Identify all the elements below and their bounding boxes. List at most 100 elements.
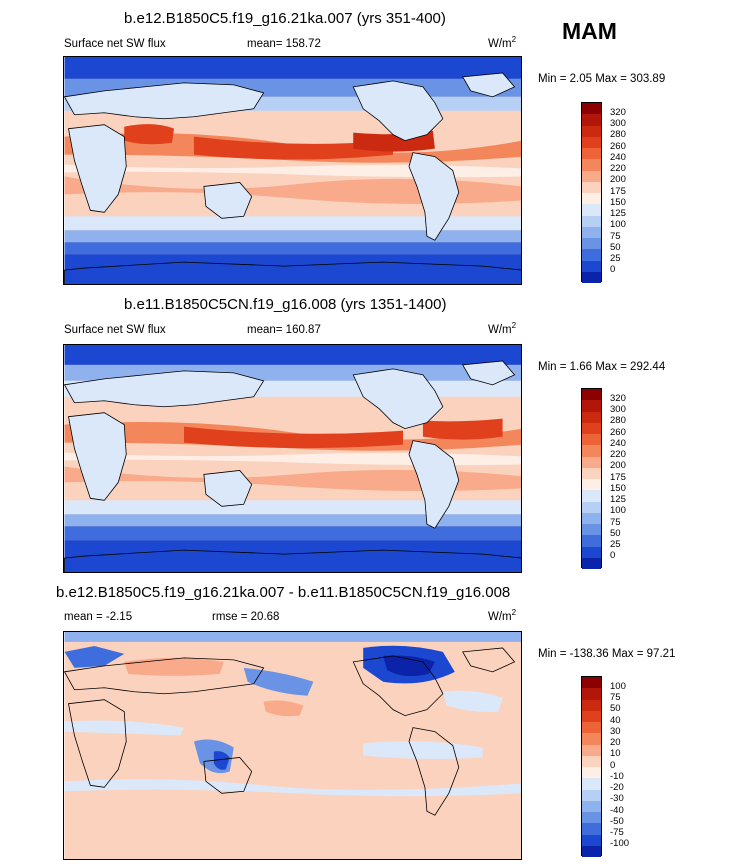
panel3-tick-7: 10 [610,748,621,759]
panel3-units: W/m2 [488,608,517,623]
panel2-tick-4: 260 [610,427,626,438]
panel3-colorbar-bin-10 [582,778,601,790]
panel3-colorbar-bin-6 [582,733,601,745]
panel2-tick-12: 75 [610,517,621,528]
panel1-tick-11: 100 [610,219,626,230]
panel2-colorbar-bin-4 [582,422,601,434]
panel2-minmax: Min = 1.66 Max = 292.44 [538,361,666,373]
panel1-tick-15: 0 [610,264,616,275]
panel3-colorbar-bin-14 [582,823,601,835]
panel3-colorbar-bin-16 [582,845,601,857]
panel2-tick-14: 25 [610,539,621,550]
panel3-rmse: rmse = 20.68 [212,611,280,623]
panel1-units: W/m2 [488,35,517,50]
panel3-mean: mean = -2.15 [64,611,133,623]
panel3-colorbar-bin-12 [582,800,601,812]
panel1-colorbar-bin-14 [582,249,601,261]
panel2-tick-3: 280 [610,415,626,426]
panel2-colorbar-bin-8 [582,467,601,479]
panel1-colorbar [581,102,602,283]
panel1-colorbar-bin-5 [582,148,601,160]
season-label: MAM [562,18,617,44]
panel1-mean: mean= 158.72 [247,38,321,50]
panel3-tick-5: 30 [610,726,621,737]
panel1-tick-10: 125 [610,208,626,219]
panel2-colorbar-bin-13 [582,524,601,536]
panel2-tick-2: 300 [610,404,626,415]
panel3-tick-9: -10 [610,771,624,782]
panel1-colorbar-bin-1 [582,103,601,115]
panel2-colorbar-bin-11 [582,501,601,513]
panel3-tick-11: -30 [610,793,624,804]
panel2-variable: Surface net SW flux [64,324,166,336]
panel1-colorbar-bin-7 [582,170,601,182]
panel2-tick-6: 220 [610,449,626,460]
panel2-tick-1: 320 [610,393,626,404]
panel2-colorbar-bin-12 [582,512,601,524]
panel3-tick-8: 0 [610,760,616,771]
panel2-units: W/m2 [488,321,517,336]
panel1-colorbar-bin-3 [582,125,601,137]
panel2-tick-15: 0 [610,550,616,561]
panel2-colorbar-bin-6 [582,445,601,457]
panel1-colorbar-bin-6 [582,159,601,171]
panel3-colorbar-bin-5 [582,722,601,734]
panel2-colorbar-bin-5 [582,434,601,446]
panel2-colorbar [581,388,602,569]
panel3-tick-10: -20 [610,782,624,793]
panel3-colorbar-bin-7 [582,744,601,756]
panel1-colorbar-bin-4 [582,136,601,148]
panel1-colorbar-bin-11 [582,215,601,227]
panel3-minmax: Min = -138.36 Max = 97.21 [538,648,676,660]
panel3-tick-14: -75 [610,827,624,838]
panel1-tick-12: 75 [610,231,621,242]
panel1-title: b.e12.B1850C5.f19_g16.21ka.007 (yrs 351-… [124,10,446,27]
panel3-colorbar-bin-2 [582,688,601,700]
panel2-colorbar-bin-9 [582,479,601,491]
panel1-tick-2: 300 [610,118,626,129]
panel3-tick-13: -50 [610,816,624,827]
panel2-tick-11: 100 [610,505,626,516]
panel3-tick-6: 20 [610,737,621,748]
panel3-colorbar [581,676,602,857]
panel1-variable: Surface net SW flux [64,38,166,50]
panel1-colorbar-bin-2 [582,114,601,126]
panel2-tick-7: 200 [610,460,626,471]
panel2-colorbar-bin-14 [582,535,601,547]
panel3-tick-1: 100 [610,681,626,692]
panel3-tick-15: -100 [610,838,630,849]
panel2-tick-9: 150 [610,483,626,494]
panel1-colorbar-bin-10 [582,204,601,216]
panel3-tick-4: 40 [610,715,621,726]
panel3-colorbar-bin-11 [582,789,601,801]
panel3-title: b.e12.B1850C5.f19_g16.21ka.007 - b.e11.B… [56,584,511,601]
panel1-tick-5: 240 [610,152,626,163]
panel1-tick-4: 260 [610,141,626,152]
panel1-colorbar-bin-9 [582,193,601,205]
panel2-colorbar-bin-10 [582,490,601,502]
panel2-map [63,344,522,573]
panel1-colorbar-bin-15 [582,260,601,272]
panel1-tick-14: 25 [610,253,621,264]
panel3-colorbar-bin-15 [582,834,601,846]
panel3-tick-2: 75 [610,692,621,703]
panel3-colorbar-bin-4 [582,710,601,722]
panel1-tick-3: 280 [610,129,626,140]
panel1-tick-9: 150 [610,197,626,208]
panel1-tick-1: 320 [610,107,626,118]
panel3-tick-12: -40 [610,805,624,816]
panel2-colorbar-bin-16 [582,557,601,569]
panel2-mean: mean= 160.87 [247,324,321,336]
panel3-tick-3: 50 [610,703,621,714]
panel1-tick-13: 50 [610,242,621,253]
panel3-colorbar-bin-1 [582,677,601,689]
panel2-tick-13: 50 [610,528,621,539]
panel1-tick-8: 175 [610,186,626,197]
panel2-colorbar-bin-1 [582,389,601,401]
panel1-map [63,56,522,285]
panel3-colorbar-bin-9 [582,767,601,779]
panel2-tick-8: 175 [610,472,626,483]
panel2-title: b.e11.B1850C5CN.f19_g16.008 (yrs 1351-14… [124,296,447,313]
panel3-map [63,631,522,860]
panel2-colorbar-bin-3 [582,411,601,423]
